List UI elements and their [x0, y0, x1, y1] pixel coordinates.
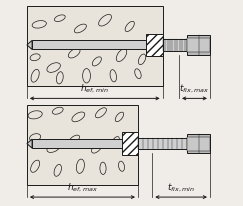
Bar: [32, 41, 210, 50]
Bar: [138, 138, 187, 150]
Bar: [27, 7, 163, 87]
Bar: [187, 137, 210, 151]
Bar: [146, 34, 163, 57]
Bar: [32, 139, 210, 149]
Text: h$_{ef, max}$: h$_{ef, max}$: [67, 181, 98, 193]
Polygon shape: [27, 139, 32, 149]
Text: t$_{fix, max}$: t$_{fix, max}$: [179, 83, 210, 95]
Bar: [187, 134, 210, 154]
Text: h$_{ef, min}$: h$_{ef, min}$: [80, 83, 109, 95]
Bar: [163, 40, 187, 52]
Bar: [27, 105, 138, 185]
Bar: [187, 36, 210, 56]
Bar: [122, 133, 138, 155]
Polygon shape: [27, 41, 32, 50]
Text: t$_{fix, min}$: t$_{fix, min}$: [167, 181, 195, 193]
Bar: [187, 39, 210, 53]
